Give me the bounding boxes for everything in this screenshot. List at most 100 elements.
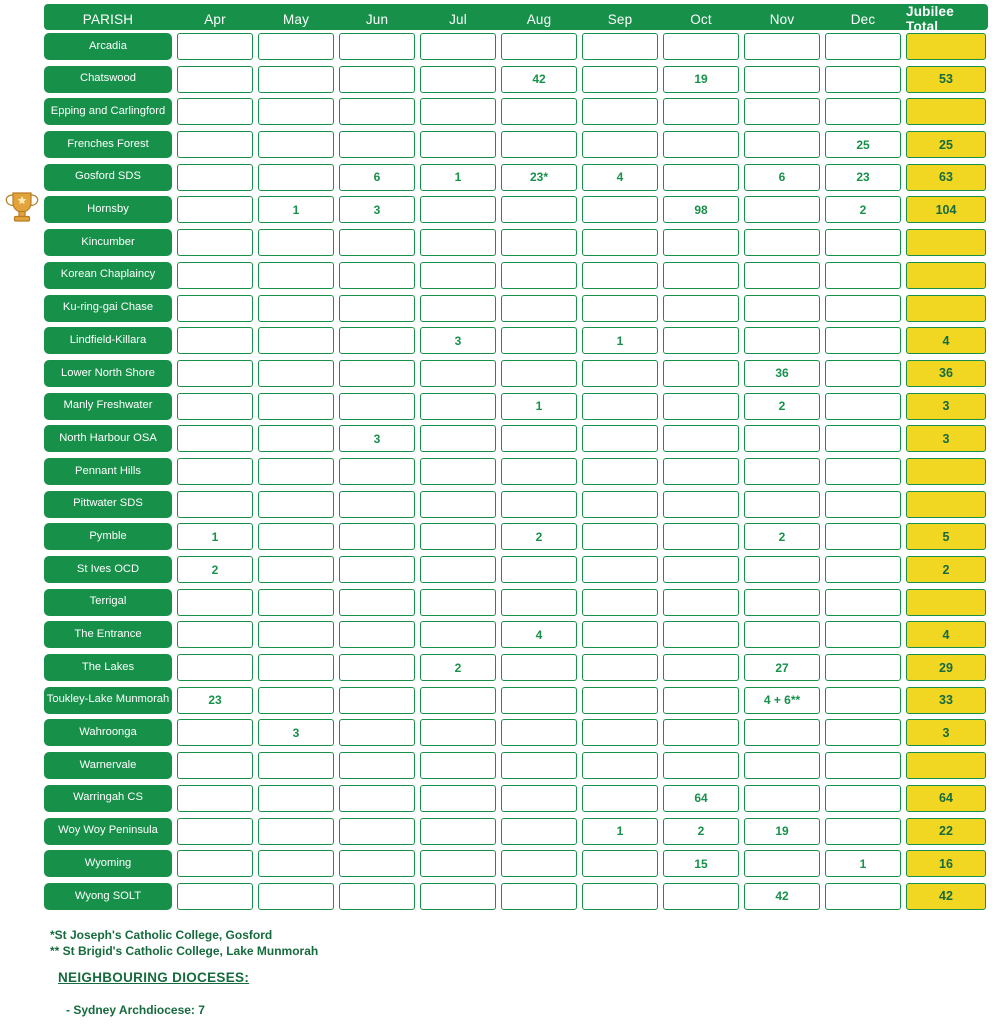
table-row: Lower North Shore 36 36 [44,359,988,387]
table-row: The Entrance 4 4 [44,621,988,649]
parish-name-cell: The Entrance [44,621,172,649]
month-value-cell [582,229,658,257]
month-value-cell [339,654,415,682]
month-value-cell [177,850,253,878]
month-value-cell: 36 [744,359,820,387]
month-value-cell [420,65,496,93]
table-row: Frenches Forest 25 25 [44,131,988,159]
month-value-cell [420,556,496,583]
month-value-cell: 4 [501,621,577,649]
month-value-cell [582,359,658,387]
month-value-cell [177,392,253,420]
month-value-cell [339,752,415,780]
month-value-cell: 2 [825,196,901,224]
table-row: Chatswood 42 19 53 [44,65,988,93]
column-header-jubilee-total: Jubilee Total [906,4,954,34]
month-value-cell [582,196,658,224]
month-value-cell [825,392,901,420]
table-row: Wahroonga 3 3 [44,719,988,747]
neighbouring-dioceses-heading: NEIGHBOURING DIOCESES: [58,970,250,985]
month-value-cell [420,425,496,453]
column-header-aug: Aug [526,11,552,27]
month-value-cell [177,882,253,910]
parish-name-cell: Wyoming [44,850,172,878]
month-value-cell [501,229,577,257]
month-value-cell [258,229,334,257]
month-value-cell [501,131,577,159]
month-value-cell [825,588,901,616]
month-value-cell [420,196,496,224]
month-value-cell: 42 [744,882,820,910]
month-value-cell [825,425,901,453]
month-value-cell: 23* [501,163,577,191]
month-value-cell: 42 [501,65,577,93]
month-value-cell [501,261,577,289]
jubilee-total-cell [906,294,986,322]
month-value-cell [825,719,901,747]
month-value-cell [339,882,415,910]
month-value-cell [744,261,820,289]
month-value-cell [258,686,334,714]
month-value-cell [177,784,253,812]
month-value-cell [663,686,739,714]
month-value-cell [339,784,415,812]
month-value-cell [582,98,658,126]
month-value-cell [582,33,658,60]
month-value-cell [258,882,334,910]
jubilee-total-cell [906,229,986,257]
month-value-cell [663,33,739,60]
month-value-cell [339,229,415,257]
jubilee-total-cell: 64 [906,784,986,812]
table-row: Pymble 1 2 2 5 [44,523,988,551]
table-row: Terrigal [44,588,988,616]
month-value-cell [744,784,820,812]
month-value-cell [258,784,334,812]
month-value-cell: 1 [420,163,496,191]
month-value-cell [744,425,820,453]
month-value-cell [582,588,658,616]
month-value-cell [663,425,739,453]
month-value-cell: 4 + 6** [744,686,820,714]
month-value-cell: 1 [258,196,334,224]
jubilee-total-cell: 4 [906,621,986,649]
parish-name-cell: Chatswood [44,65,172,93]
month-value-cell [663,457,739,485]
table-row: Toukley-Lake Munmorah 23 4 + 6** 33 [44,686,988,714]
month-value-cell [663,294,739,322]
month-value-cell: 2 [177,556,253,583]
table-row: Wyong SOLT 42 42 [44,882,988,910]
parish-name-cell: Frenches Forest [44,131,172,159]
month-value-cell [339,556,415,583]
month-value-cell [258,556,334,583]
month-value-cell [339,457,415,485]
month-value-cell [501,294,577,322]
month-value-cell [663,392,739,420]
parish-name-cell: Lindfield-Killara [44,327,172,355]
parish-name-cell: Terrigal [44,588,172,616]
month-value-cell [420,392,496,420]
month-value-cell [420,719,496,747]
month-value-cell [663,621,739,649]
month-value-cell [744,131,820,159]
jubilee-total-cell: 22 [906,817,986,845]
month-value-cell: 64 [663,784,739,812]
month-value-cell [420,294,496,322]
month-value-cell [258,261,334,289]
month-value-cell [501,425,577,453]
month-value-cell [663,229,739,257]
month-value-cell [501,817,577,845]
column-header-nov: Nov [769,11,795,27]
month-value-cell [501,33,577,60]
jubilee-total-cell [906,33,986,60]
month-value-cell [339,294,415,322]
month-value-cell: 3 [339,196,415,224]
month-value-cell [582,850,658,878]
month-value-cell [177,425,253,453]
month-value-cell [825,98,901,126]
month-value-cell [258,392,334,420]
column-header-apr: Apr [204,11,226,27]
month-value-cell [177,490,253,518]
month-value-cell [744,33,820,60]
month-value-cell [420,850,496,878]
month-value-cell [825,457,901,485]
